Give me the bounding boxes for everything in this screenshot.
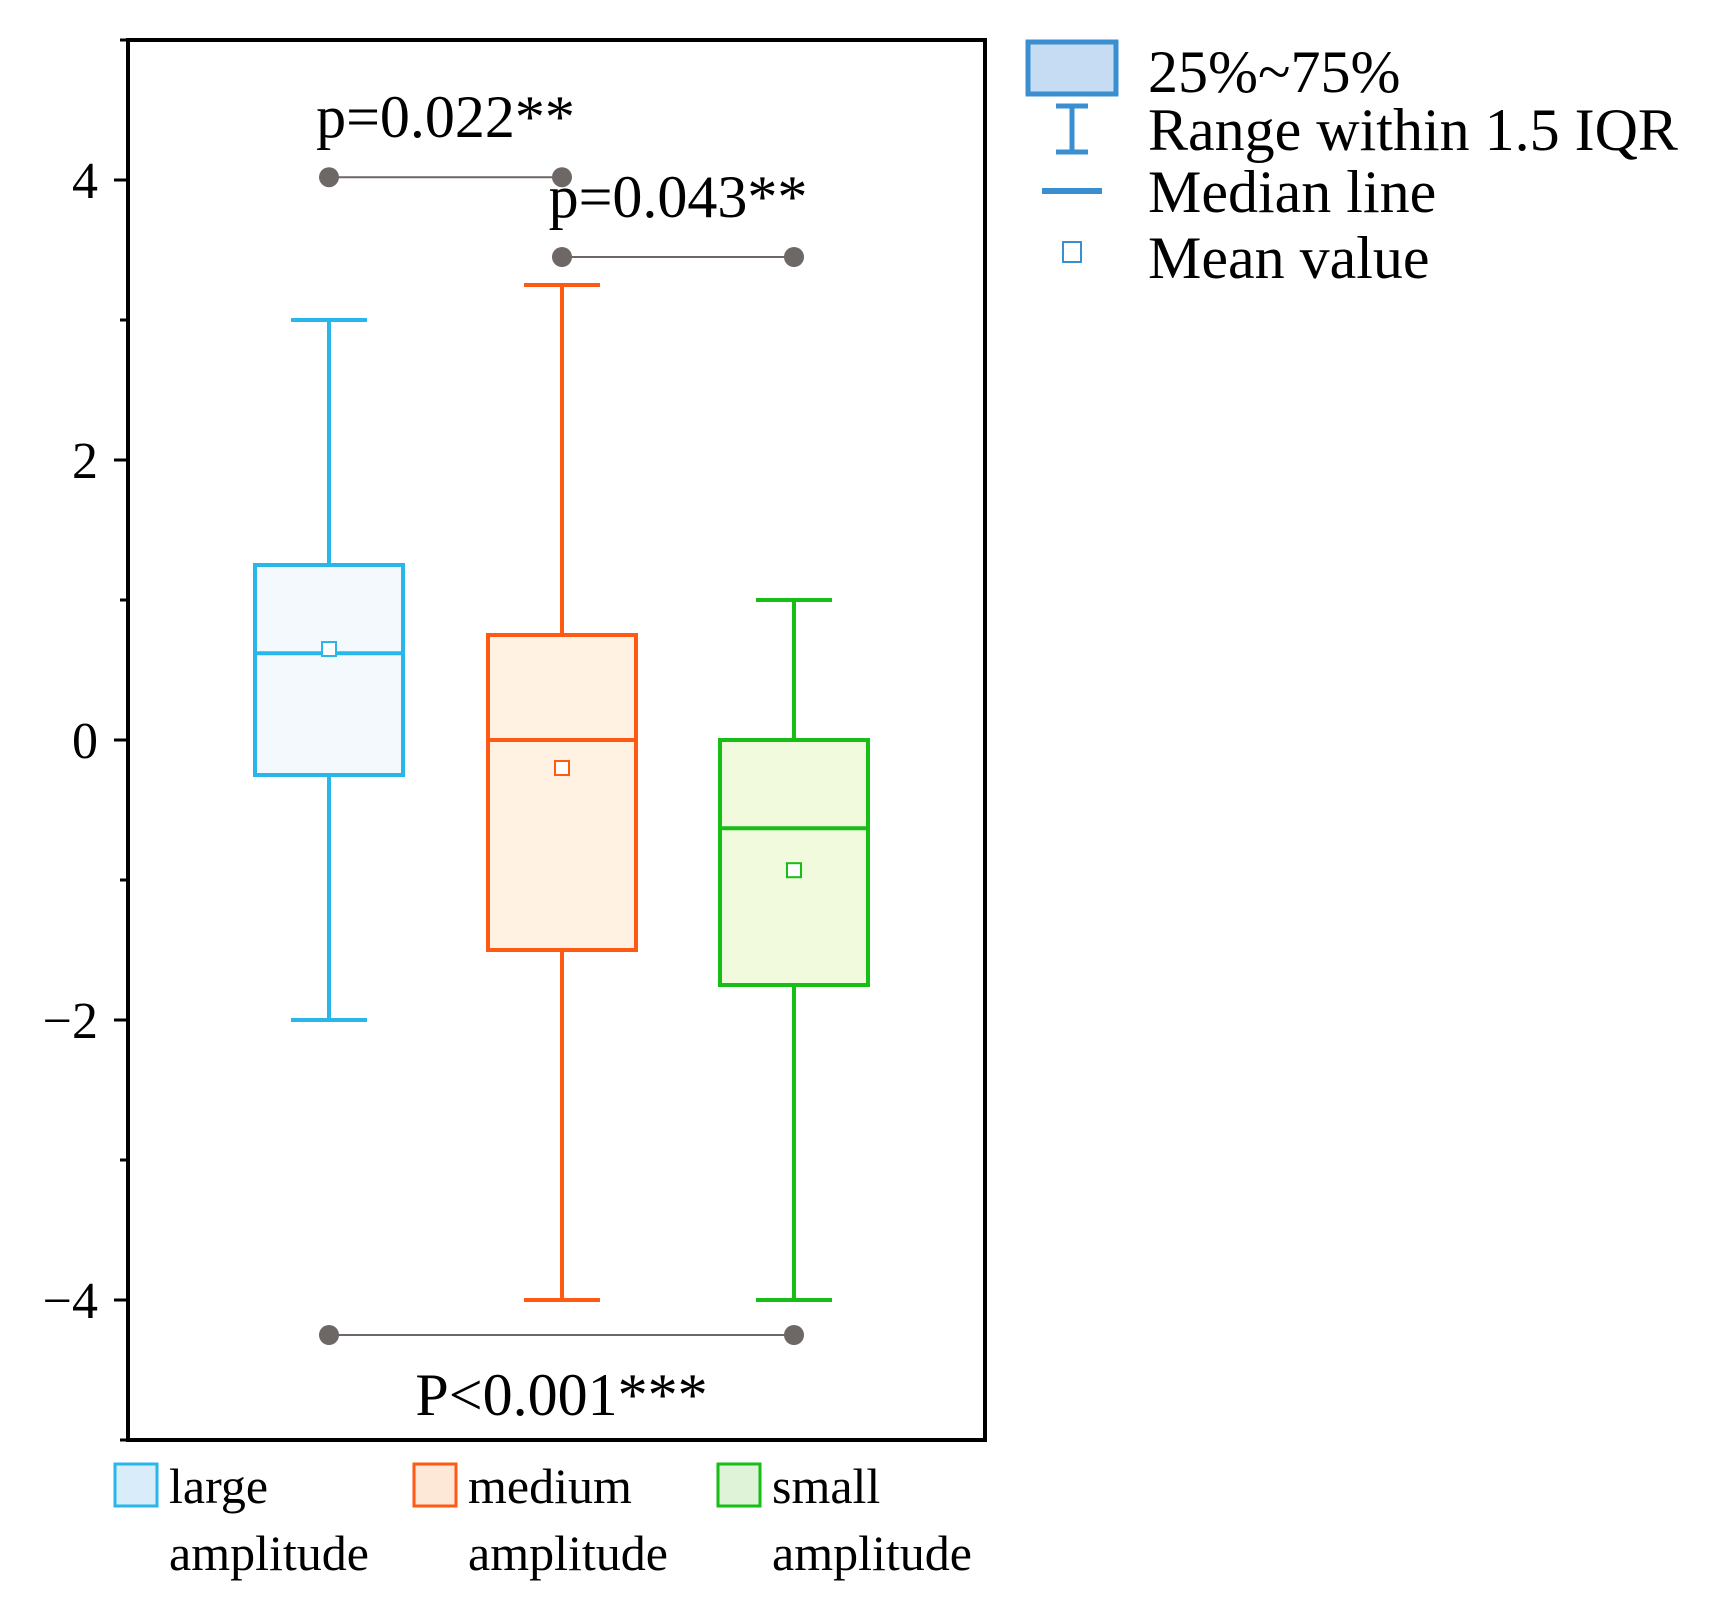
iqr-box <box>718 738 870 987</box>
significance-endpoint <box>784 247 804 267</box>
significance-endpoint <box>319 167 339 188</box>
category-label-line1: large <box>169 1458 268 1514</box>
category-label-line2: amplitude <box>169 1525 369 1581</box>
legend-box-symbol <box>1025 39 1119 97</box>
category-swatch <box>113 1462 159 1508</box>
mean-marker <box>786 862 802 879</box>
mean-marker <box>554 760 570 776</box>
significance-label: P<0.001*** <box>415 1362 707 1428</box>
category-label-line1: medium <box>468 1458 632 1514</box>
iqr-box <box>486 633 638 952</box>
category-swatch <box>716 1462 762 1508</box>
legend-label: Range within 1.5 IQR <box>1148 97 1678 163</box>
category-label-line2: amplitude <box>772 1525 972 1581</box>
significance-endpoint <box>552 167 572 188</box>
mean-marker <box>321 641 337 657</box>
legend-label: 25%~75% <box>1148 39 1400 105</box>
significance-label: p=0.043** <box>549 164 808 230</box>
significance-endpoint <box>552 247 572 267</box>
category-swatch <box>412 1462 458 1508</box>
y-tick-label: 4 <box>72 153 98 210</box>
significance-endpoint <box>784 1325 804 1345</box>
legend-mean-symbol <box>1062 241 1082 263</box>
legend-label: Mean value <box>1148 225 1430 291</box>
iqr-box <box>253 563 405 777</box>
y-tick-label: 0 <box>72 713 98 770</box>
significance-label: p=0.022** <box>316 84 575 150</box>
y-tick-label: 2 <box>72 433 98 490</box>
significance-endpoint <box>319 1325 339 1345</box>
category-label-line1: small <box>772 1458 880 1514</box>
y-tick-label: −2 <box>43 993 98 1050</box>
legend-label: Median line <box>1148 159 1436 225</box>
category-label-line2: amplitude <box>468 1525 668 1581</box>
y-tick-label: −4 <box>43 1273 98 1330</box>
